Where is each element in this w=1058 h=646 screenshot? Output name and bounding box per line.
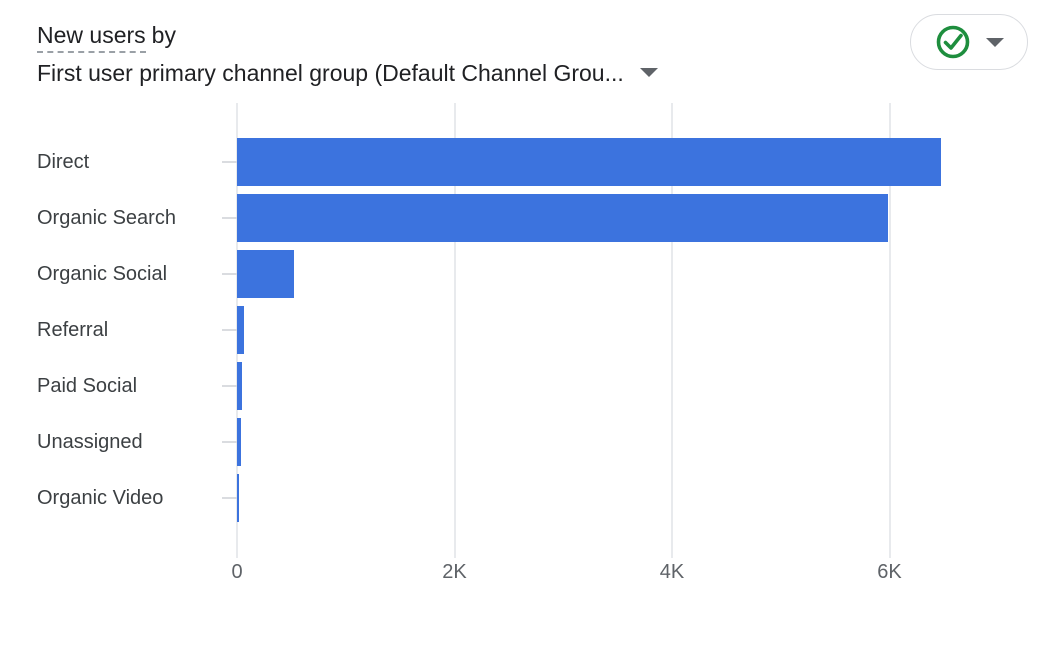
- bar-unassigned[interactable]: [237, 418, 241, 466]
- bar-paid-social[interactable]: [237, 362, 242, 410]
- category-tick: [222, 329, 237, 331]
- category-label: Direct: [37, 151, 90, 173]
- check-circle-icon: [936, 25, 970, 59]
- category-tick: [222, 385, 237, 387]
- chart-title-line1: New users by: [37, 16, 658, 54]
- gridline: [671, 103, 673, 558]
- category-tick: [222, 441, 237, 443]
- category-label: Paid Social: [37, 375, 138, 397]
- x-axis-tick-label: 0: [231, 561, 243, 583]
- category-label: Organic Video: [37, 487, 164, 509]
- category-tick: [222, 217, 237, 219]
- bar-organic-video[interactable]: [237, 474, 240, 522]
- chart-title-dropdown[interactable]: New users by First user primary channel g…: [37, 16, 659, 92]
- x-axis-tick-label: 2K: [442, 561, 467, 583]
- category-tick: [222, 273, 237, 275]
- bar-chart: Direct Organic Search Organic Social Referr…: [0, 103, 1058, 603]
- category-label: Referral: [37, 319, 109, 341]
- bar-organic-search[interactable]: [237, 194, 889, 242]
- gridline: [888, 103, 891, 558]
- x-axis-tick-label: 4K: [659, 561, 685, 583]
- dimension-name: First user primary channel group (Defaul…: [37, 60, 624, 86]
- plot-area: [236, 103, 1020, 558]
- category-label: Organic Search: [37, 207, 176, 229]
- metric-name[interactable]: New users: [37, 22, 146, 53]
- x-axis-tick-label: 6K: [877, 561, 902, 583]
- gridline: [453, 103, 456, 558]
- data-quality-button[interactable]: [910, 14, 1028, 70]
- bar-organic-social[interactable]: [237, 250, 294, 298]
- category-tick: [222, 161, 237, 163]
- title-by-text: by: [151, 22, 176, 48]
- category-label: Organic Social: [37, 263, 168, 285]
- bar-referral[interactable]: [237, 306, 244, 354]
- category-label: Unassigned: [37, 431, 143, 453]
- category-tick: [222, 497, 237, 499]
- chevron-down-icon[interactable]: [986, 37, 1004, 47]
- chevron-down-icon[interactable]: [640, 68, 659, 78]
- bar-direct[interactable]: [237, 138, 941, 186]
- chart-title-line2: First user primary channel group (Defaul…: [37, 54, 659, 92]
